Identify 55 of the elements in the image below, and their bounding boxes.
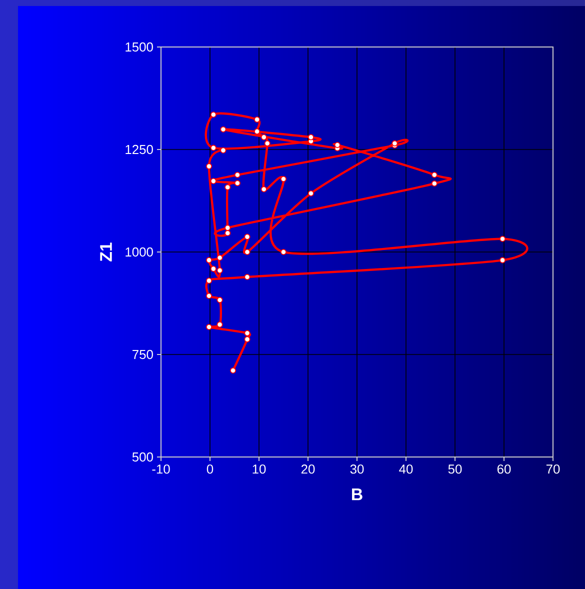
point [244, 336, 250, 342]
point [234, 172, 240, 178]
point [206, 278, 212, 284]
point [254, 116, 260, 123]
point [224, 230, 231, 236]
point [244, 330, 250, 336]
point [220, 126, 226, 132]
x-tick-label: 60 [497, 464, 511, 474]
point [431, 172, 438, 178]
point [206, 292, 212, 299]
point [244, 248, 250, 256]
point [224, 224, 231, 231]
x-tick-label: 40 [399, 464, 413, 474]
point [216, 296, 223, 303]
point [210, 144, 216, 151]
point [206, 324, 212, 330]
point [216, 322, 223, 328]
y-axis-title: Z1 [100, 242, 112, 262]
point [308, 190, 314, 196]
y-tick-label: 1000 [126, 247, 153, 257]
point [244, 274, 250, 280]
point [260, 134, 267, 140]
point [210, 266, 216, 272]
x-tick-label: 50 [448, 464, 462, 474]
x-tick-label: 20 [301, 464, 315, 474]
point [224, 184, 231, 190]
y-tick-label: 500 [132, 452, 153, 462]
point [280, 176, 287, 182]
point [431, 180, 438, 187]
y-tick-label: 1250 [126, 144, 153, 154]
point [234, 180, 240, 186]
point [206, 257, 212, 264]
point [230, 367, 236, 374]
x-tick-label: 10 [252, 464, 266, 474]
y-tick-label: 750 [132, 350, 153, 360]
x-tick-label: 30 [350, 464, 364, 474]
point [210, 178, 216, 184]
x-tick-label: 70 [546, 464, 560, 474]
point [308, 134, 314, 140]
point [334, 142, 340, 148]
point [244, 234, 250, 240]
point [216, 267, 223, 274]
point [210, 112, 216, 118]
point [280, 248, 287, 256]
x-axis-title: B [352, 488, 362, 500]
x-tick-label: 0 [206, 464, 214, 474]
point [499, 236, 506, 242]
point [499, 257, 506, 264]
point [206, 163, 212, 170]
y-tick-label: 1500 [126, 42, 153, 52]
point [216, 254, 223, 261]
point [254, 128, 260, 134]
x-tick-label: -10 [152, 464, 170, 474]
point [260, 186, 267, 192]
point [220, 147, 226, 154]
